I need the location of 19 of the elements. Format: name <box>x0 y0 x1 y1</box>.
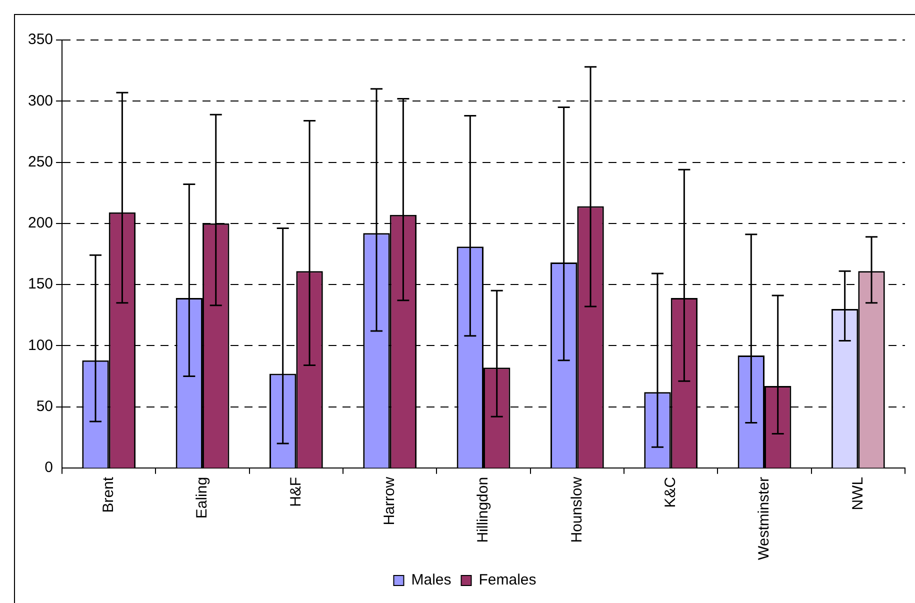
x-tick-label: Ealing <box>194 476 211 519</box>
y-tick-label: 350 <box>28 31 54 48</box>
y-tick-label: 300 <box>28 92 54 110</box>
x-tick-label: Brent <box>100 476 117 513</box>
x-tick-label: Westminster <box>756 476 773 560</box>
y-tick-label: 200 <box>28 214 54 232</box>
y-tick-label: 50 <box>36 398 54 415</box>
legend-label: Females <box>478 572 536 589</box>
y-tick-label: 150 <box>28 276 54 293</box>
legend-label: Males <box>411 572 452 589</box>
x-tick-label: Harrow <box>380 476 398 526</box>
x-tick-label: NWL <box>849 476 866 510</box>
x-tick-label: H&F <box>287 476 304 507</box>
y-tick-label: 0 <box>44 459 54 476</box>
x-tick-label: K&C <box>662 476 679 508</box>
x-tick-label: Hillingdon <box>474 476 492 543</box>
y-tick-label: 250 <box>28 153 54 170</box>
x-tick-label: Hounslow <box>568 476 586 543</box>
y-tick-label: 100 <box>28 336 54 354</box>
